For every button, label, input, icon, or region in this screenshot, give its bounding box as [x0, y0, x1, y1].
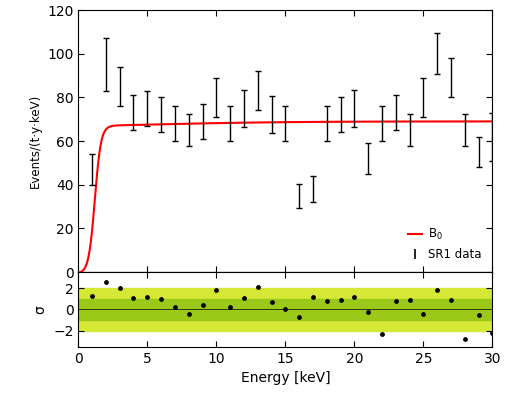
Point — [143, 294, 152, 300]
Point — [171, 304, 179, 310]
Point — [309, 294, 317, 300]
Point — [336, 297, 344, 303]
Legend: B$_0$, SR1 data: B$_0$, SR1 data — [403, 223, 486, 266]
Point — [364, 308, 372, 315]
Point — [102, 278, 110, 285]
Point — [295, 314, 303, 320]
Point — [254, 284, 262, 290]
Point — [419, 310, 427, 317]
Point — [488, 330, 496, 336]
Point — [157, 296, 165, 302]
Point — [475, 312, 483, 318]
Point — [116, 285, 124, 291]
Point — [185, 310, 193, 317]
Point — [212, 287, 220, 294]
Point — [88, 292, 96, 299]
Point — [378, 331, 386, 337]
Point — [406, 297, 414, 303]
Point — [240, 294, 248, 301]
Point — [268, 299, 276, 305]
Point — [198, 302, 207, 308]
Point — [392, 298, 400, 304]
Point — [350, 294, 359, 300]
Y-axis label: Events/(t·y·keV): Events/(t·y·keV) — [28, 94, 41, 188]
Point — [226, 304, 234, 310]
Point — [281, 306, 289, 313]
Point — [461, 336, 469, 342]
X-axis label: Energy [keV]: Energy [keV] — [240, 371, 330, 385]
Point — [447, 297, 455, 303]
Y-axis label: σ: σ — [33, 305, 47, 314]
Point — [433, 287, 441, 294]
Point — [323, 298, 331, 304]
Point — [129, 294, 137, 301]
